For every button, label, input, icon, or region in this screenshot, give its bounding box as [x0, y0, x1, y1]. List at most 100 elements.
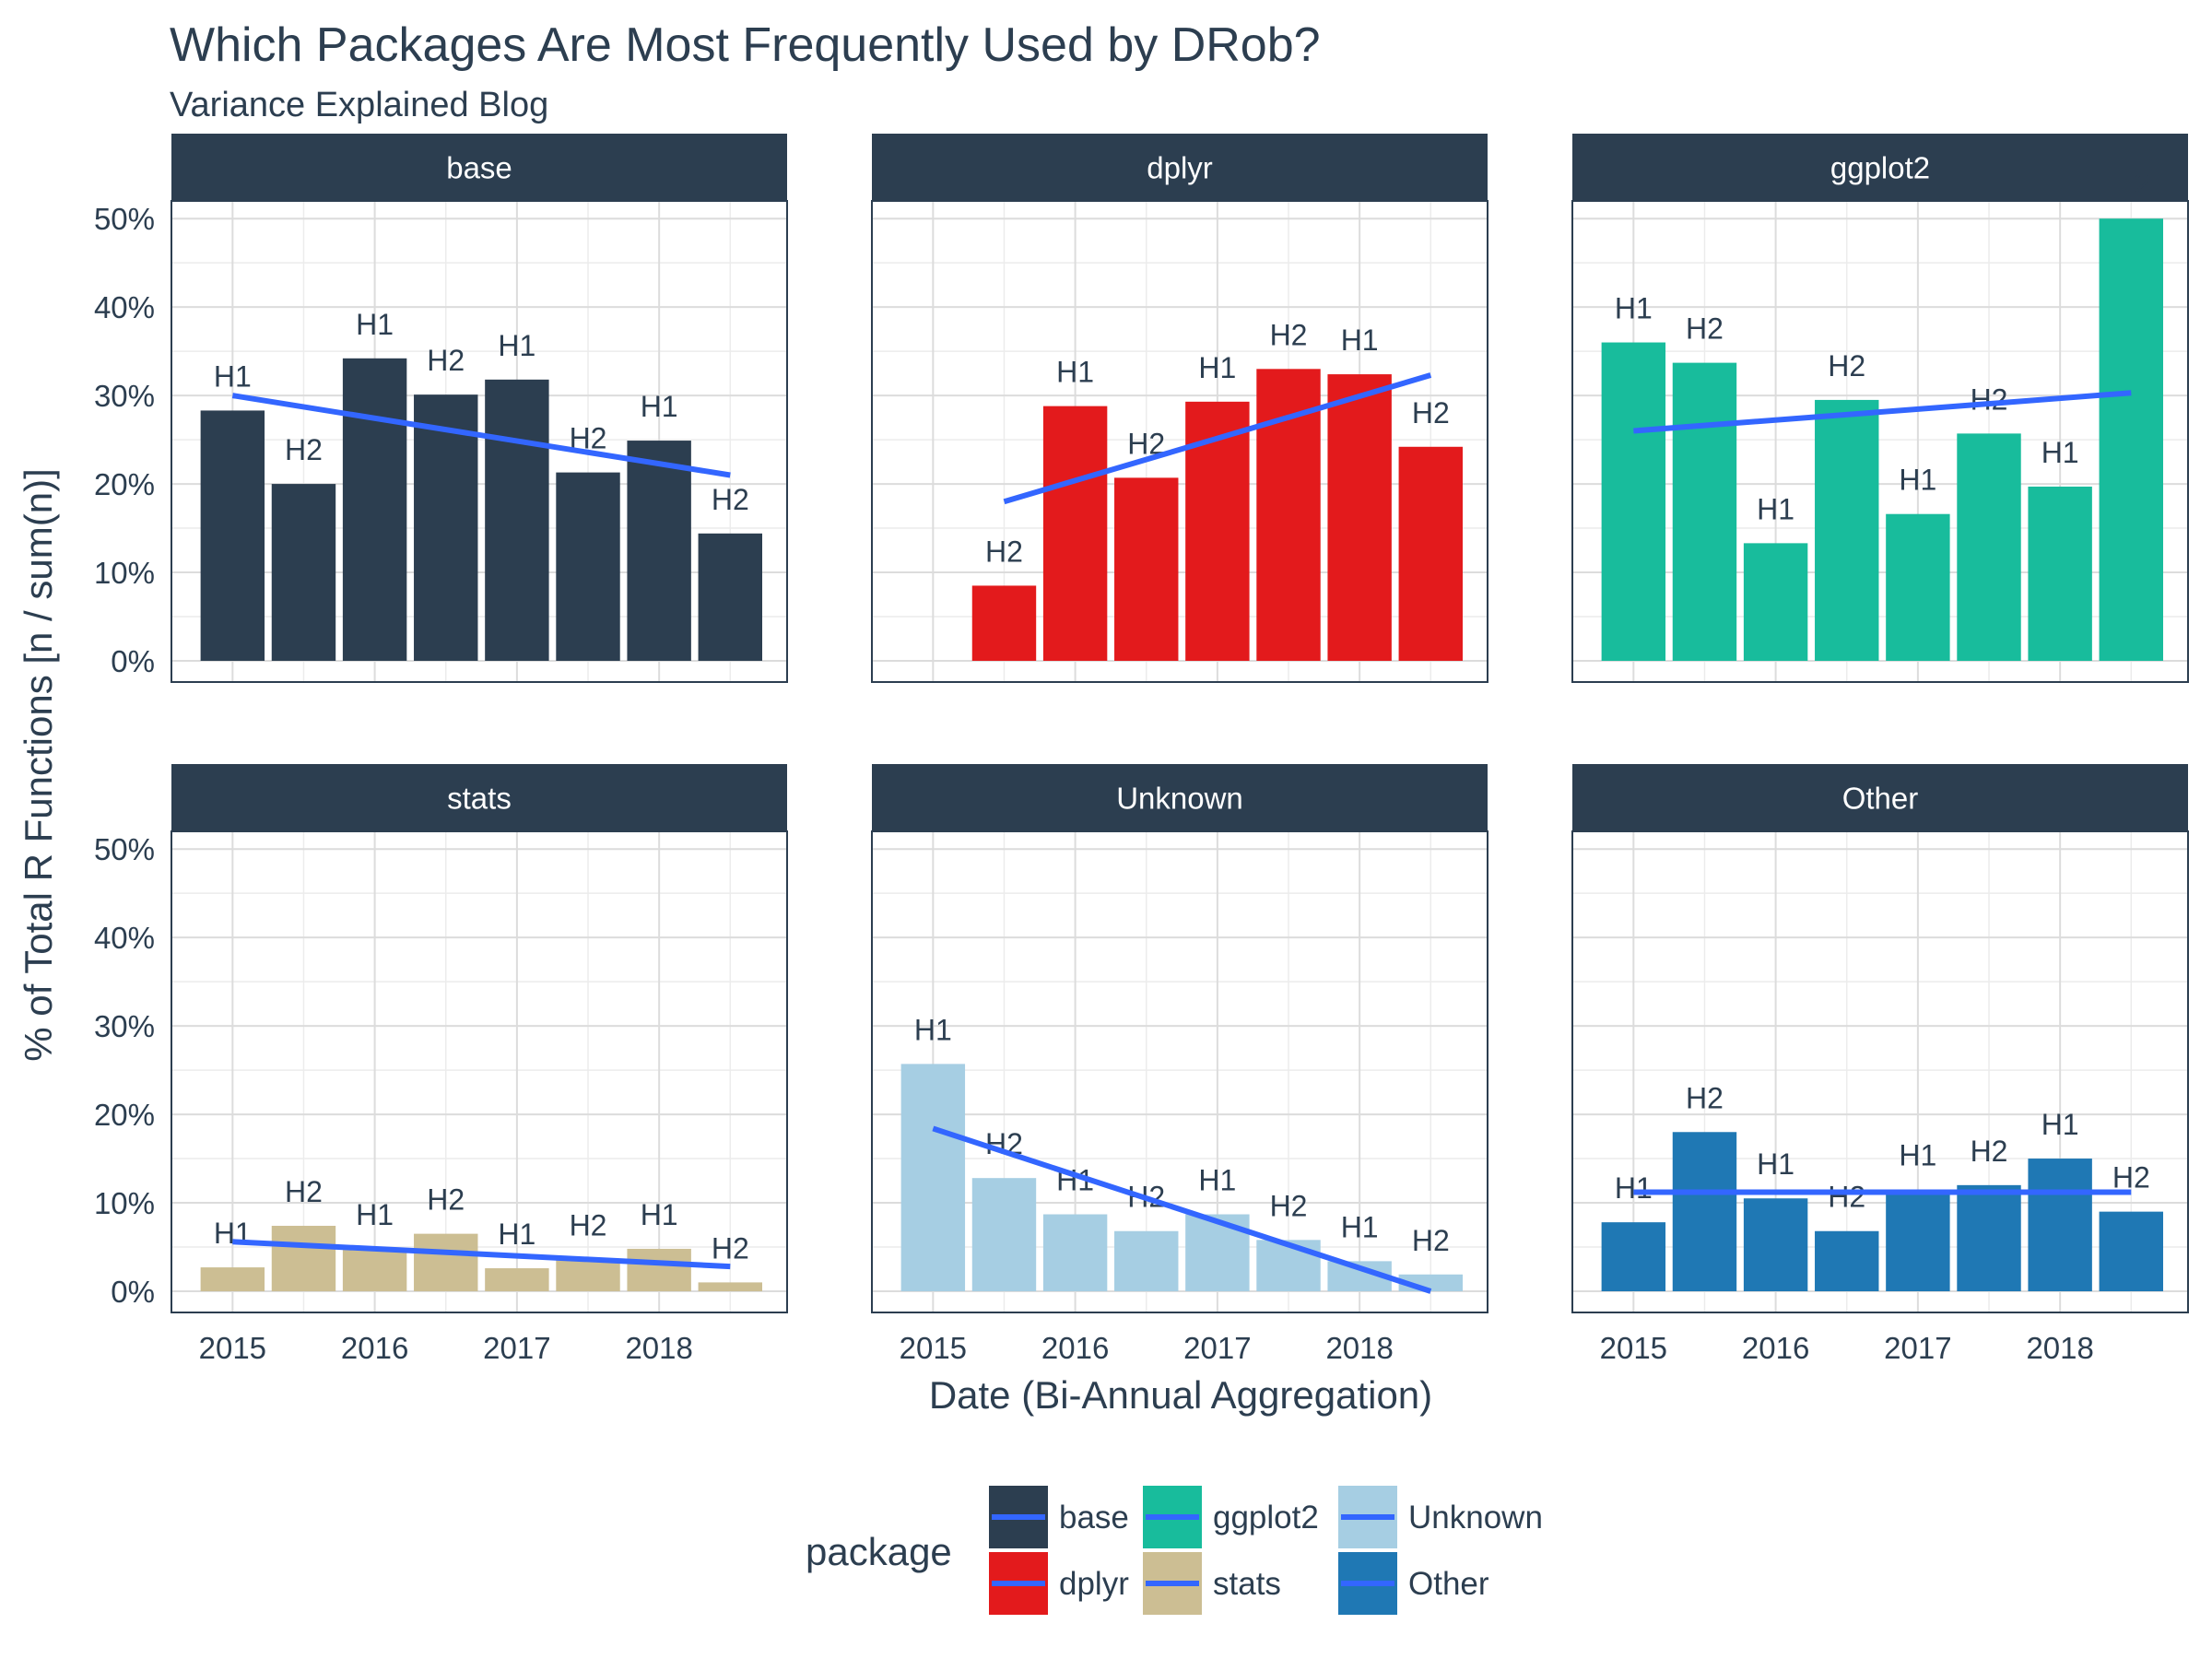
- x-tick-label: 2018: [2026, 1331, 2093, 1365]
- bar: [1398, 446, 1464, 661]
- bar-label: H2: [985, 535, 1023, 568]
- legend-item-stats: stats: [1143, 1552, 1281, 1615]
- legend-title: package: [806, 1530, 952, 1573]
- facet-strip-label: base: [446, 151, 512, 185]
- facet-panels: base H1 H2 H1 H2 H1 H2 H1 H2 0% 10% 20% 30% 40% 50% dpl…: [94, 134, 2189, 1365]
- bar: [200, 1267, 265, 1291]
- bar-label: H1: [1615, 1171, 1653, 1205]
- bar-label: H2: [1270, 318, 1308, 351]
- bar-label: H1: [1198, 1164, 1236, 1197]
- bar: [900, 1064, 966, 1291]
- chart-subtitle: Variance Explained Blog: [170, 86, 548, 124]
- bar: [1957, 433, 2021, 661]
- y-tick-label: 20%: [94, 1098, 155, 1132]
- legend-label: stats: [1213, 1566, 1281, 1602]
- bar: [1327, 374, 1392, 661]
- bar: [1815, 399, 1879, 661]
- bar-label: H2: [427, 344, 465, 377]
- panel-border: [1571, 830, 2189, 1313]
- bar: [271, 484, 336, 661]
- bar-label: H1: [1757, 492, 1794, 525]
- y-tick-label: 20%: [94, 467, 155, 501]
- bar-label: H2: [2112, 168, 2150, 201]
- facet-strip: [1572, 134, 2188, 201]
- y-tick-label: 10%: [94, 556, 155, 590]
- bar: [556, 472, 620, 661]
- legend-label: Unknown: [1408, 1500, 1543, 1535]
- bar: [414, 1233, 478, 1291]
- bar-label: H2: [1412, 396, 1450, 429]
- bar: [698, 533, 763, 661]
- y-tick-label: 50%: [94, 202, 155, 236]
- bar-label: H2: [1412, 1224, 1450, 1257]
- bar: [200, 410, 265, 661]
- y-tick-label: 40%: [94, 290, 155, 324]
- trend-line: [1633, 390, 2132, 434]
- trend-line: [1003, 372, 1432, 505]
- facet-strip-label: stats: [447, 782, 512, 816]
- legend-item-ggplot2: ggplot2: [1143, 1486, 1319, 1548]
- y-tick-label: 30%: [94, 379, 155, 413]
- bar: [627, 441, 691, 661]
- legend-label: ggplot2: [1213, 1500, 1319, 1535]
- bar-label: H1: [2041, 436, 2079, 469]
- x-tick-label: 2015: [900, 1331, 967, 1365]
- facet-strip-label: ggplot2: [1830, 151, 1930, 185]
- y-tick-label: 50%: [94, 832, 155, 866]
- bar-label: H1: [214, 359, 252, 393]
- panel-border: [1571, 200, 2189, 683]
- y-tick-label: 30%: [94, 1009, 155, 1043]
- bar-label: H2: [1686, 312, 1724, 346]
- bar: [556, 1259, 620, 1291]
- bar-label: H2: [427, 1183, 465, 1217]
- bar: [971, 1178, 1037, 1291]
- bar-label: H1: [356, 1198, 394, 1231]
- y-tick-label: 0%: [111, 1275, 155, 1309]
- bar: [1743, 543, 1808, 661]
- bar: [342, 358, 407, 661]
- bar: [485, 379, 549, 661]
- x-tick-label: 2015: [1600, 1331, 1667, 1365]
- facet-strip: [1572, 764, 2188, 831]
- bar: [342, 1248, 407, 1291]
- bar: [1743, 1198, 1808, 1291]
- x-tick-label: 2018: [625, 1331, 692, 1365]
- bar-label: H1: [1899, 464, 1936, 497]
- bar: [271, 1225, 336, 1291]
- bar: [1042, 1214, 1108, 1291]
- bar-label: H2: [712, 1231, 749, 1265]
- legend-label: Other: [1408, 1566, 1489, 1602]
- bar: [698, 1282, 763, 1291]
- bar: [1042, 406, 1108, 661]
- legend-item-base: base: [989, 1486, 1129, 1548]
- facet-strip: [872, 764, 1488, 831]
- bar: [1256, 1240, 1321, 1291]
- bar: [2028, 486, 2092, 661]
- bar-label: H1: [1056, 356, 1094, 389]
- bar: [2028, 1159, 2092, 1291]
- bar-label: H1: [641, 1198, 678, 1231]
- bar-label: H2: [1686, 1081, 1724, 1114]
- legend-label: base: [1059, 1500, 1129, 1535]
- legend-item-dplyr: dplyr: [989, 1552, 1129, 1615]
- facet-strip-label: Unknown: [1116, 782, 1243, 816]
- facet-strip: [872, 134, 1488, 201]
- trend-line: [232, 1239, 731, 1270]
- legend-item-other: Other: [1338, 1552, 1489, 1615]
- bar-label: H1: [1615, 292, 1653, 325]
- bar: [1672, 362, 1737, 661]
- y-tick-label: 40%: [94, 921, 155, 955]
- bar-label: H2: [570, 1208, 607, 1241]
- bar-label: H2: [1971, 1135, 2008, 1168]
- facet-ggplot2: ggplot2 H1 H2 H1 H2 H1 H2 H1 H2: [1571, 134, 2189, 683]
- bar: [1957, 1184, 2021, 1291]
- facet-strip-label: dplyr: [1147, 151, 1213, 185]
- bar: [1815, 1230, 1879, 1291]
- bar-label: H2: [1971, 382, 2008, 416]
- facet-strip: [171, 764, 787, 831]
- bar: [1114, 1230, 1179, 1291]
